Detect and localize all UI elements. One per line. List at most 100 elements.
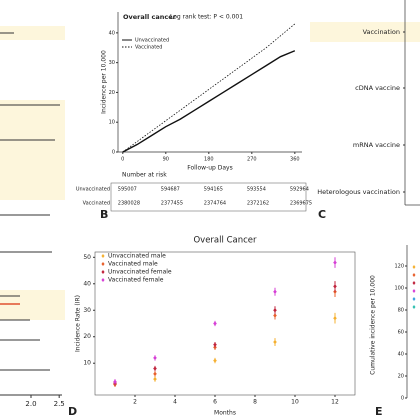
y-tick-label: 60 bbox=[398, 330, 404, 336]
y-tick-label: 100 bbox=[394, 286, 404, 292]
y-axis-label: Incidence Rate (IR) bbox=[75, 295, 82, 352]
point bbox=[153, 355, 157, 361]
risk-row-label: Unvaccinated bbox=[76, 187, 110, 193]
plot-frame bbox=[94, 251, 356, 396]
x-axis-label: Follow-up Days bbox=[187, 165, 232, 172]
category-label: mRNA vaccine bbox=[353, 141, 400, 149]
panel-letter: C bbox=[318, 208, 326, 221]
legend-label: Vaccinated bbox=[135, 45, 162, 51]
risk-value: 2369675 bbox=[290, 201, 312, 207]
point bbox=[213, 358, 217, 363]
left-panel-decor bbox=[0, 26, 65, 396]
point bbox=[213, 321, 217, 326]
point bbox=[333, 260, 337, 265]
x-tick-label: 12 bbox=[331, 399, 339, 406]
legend-marker bbox=[101, 254, 105, 258]
y-tick-label: 120 bbox=[394, 264, 404, 270]
risk-value: 2380028 bbox=[118, 201, 140, 207]
x-tick-label: 0 bbox=[121, 157, 124, 163]
legend-label: Unvaccinated female bbox=[108, 269, 172, 276]
point bbox=[273, 308, 277, 313]
y-tick-label: 0 bbox=[401, 396, 404, 402]
y-tick-label: 0 bbox=[112, 150, 115, 156]
category-label: Vaccination bbox=[363, 28, 400, 36]
risk-value: 2372162 bbox=[247, 201, 269, 207]
highlight-row bbox=[310, 22, 420, 42]
point bbox=[273, 289, 277, 294]
panel-letter: E bbox=[375, 405, 383, 418]
x-tick-label: 2.0 bbox=[25, 400, 36, 408]
chart-title: Overall Cancer bbox=[193, 236, 257, 246]
x-tick-label: 6 bbox=[213, 399, 217, 406]
highlight-row bbox=[0, 26, 65, 40]
chart-subtitle: Log rank test: P < 0.001 bbox=[170, 14, 243, 21]
y-tick-label: 40 bbox=[398, 352, 404, 358]
risk-value: 593554 bbox=[247, 187, 266, 193]
legend-label: Vaccinated male bbox=[108, 261, 158, 268]
point bbox=[153, 376, 157, 382]
series-line bbox=[122, 50, 296, 153]
x-tick-label: 10 bbox=[291, 399, 299, 406]
y-tick-label: 30 bbox=[83, 307, 91, 314]
y-axis-label: Cumulative incidence per 10,000 bbox=[370, 275, 377, 375]
risk-row-label: Vaccinated bbox=[83, 201, 110, 207]
y-tick-label: 10 bbox=[83, 360, 91, 367]
y-axis-label: Incidence per 10,000 bbox=[101, 50, 108, 114]
y-tick-label: 40 bbox=[83, 280, 91, 287]
x-tick-label: 270 bbox=[247, 157, 257, 163]
legend-marker bbox=[412, 297, 416, 301]
point bbox=[273, 313, 277, 318]
y-tick-label: 80 bbox=[398, 308, 404, 314]
legend-marker bbox=[412, 305, 416, 309]
y-tick-label: 20 bbox=[398, 374, 404, 380]
x-tick-label: 360 bbox=[290, 157, 300, 163]
x-tick-label: 4 bbox=[173, 399, 177, 406]
legend-marker bbox=[101, 262, 105, 266]
category-label: cDNA vaccine bbox=[355, 84, 400, 92]
risk-value: 594165 bbox=[204, 187, 223, 193]
x-tick-label: 8 bbox=[253, 399, 257, 406]
y-tick-label: 30 bbox=[109, 60, 115, 66]
axes bbox=[117, 12, 302, 153]
point bbox=[153, 371, 157, 377]
point bbox=[333, 284, 337, 289]
legend-marker bbox=[101, 278, 105, 282]
point bbox=[153, 366, 157, 371]
y-tick-label: 20 bbox=[109, 90, 115, 96]
point bbox=[213, 342, 217, 347]
legend-label: Unvaccinated male bbox=[108, 253, 166, 260]
risk-value: 2377455 bbox=[161, 201, 183, 207]
legend-marker bbox=[101, 270, 105, 274]
panel-letter: B bbox=[100, 208, 108, 221]
legend-label: Unvaccinated bbox=[135, 38, 169, 44]
risk-value: 595007 bbox=[118, 187, 137, 193]
y-tick-label: 10 bbox=[109, 120, 115, 126]
y-tick-label: 50 bbox=[83, 254, 91, 261]
y-tick-label: 40 bbox=[109, 30, 115, 36]
risk-value: 592964 bbox=[290, 187, 309, 193]
x-tick-label: 90 bbox=[163, 157, 169, 163]
risk-title: Number at risk bbox=[122, 172, 167, 179]
risk-table bbox=[110, 182, 307, 212]
panel-letter: D bbox=[68, 405, 77, 418]
x-tick-label: 2 bbox=[133, 399, 137, 406]
point bbox=[333, 316, 337, 321]
x-tick-label: 180 bbox=[204, 157, 214, 163]
point bbox=[113, 379, 117, 384]
legend-marker bbox=[412, 273, 416, 277]
legend-marker bbox=[412, 289, 416, 293]
point bbox=[273, 339, 277, 345]
category-label: Heterologous vaccination bbox=[317, 188, 400, 196]
legend-label: Vaccinated female bbox=[108, 277, 164, 284]
risk-value: 594687 bbox=[161, 187, 180, 193]
x-axis-label: Months bbox=[214, 410, 236, 417]
series-line bbox=[122, 23, 296, 153]
highlight-row bbox=[0, 100, 65, 200]
legend-marker bbox=[412, 281, 416, 285]
chart-title: Overall cancer bbox=[123, 13, 177, 21]
legend-marker bbox=[412, 265, 416, 269]
x-tick-label: 2.5 bbox=[54, 400, 65, 408]
y-tick-label: 20 bbox=[83, 333, 91, 340]
